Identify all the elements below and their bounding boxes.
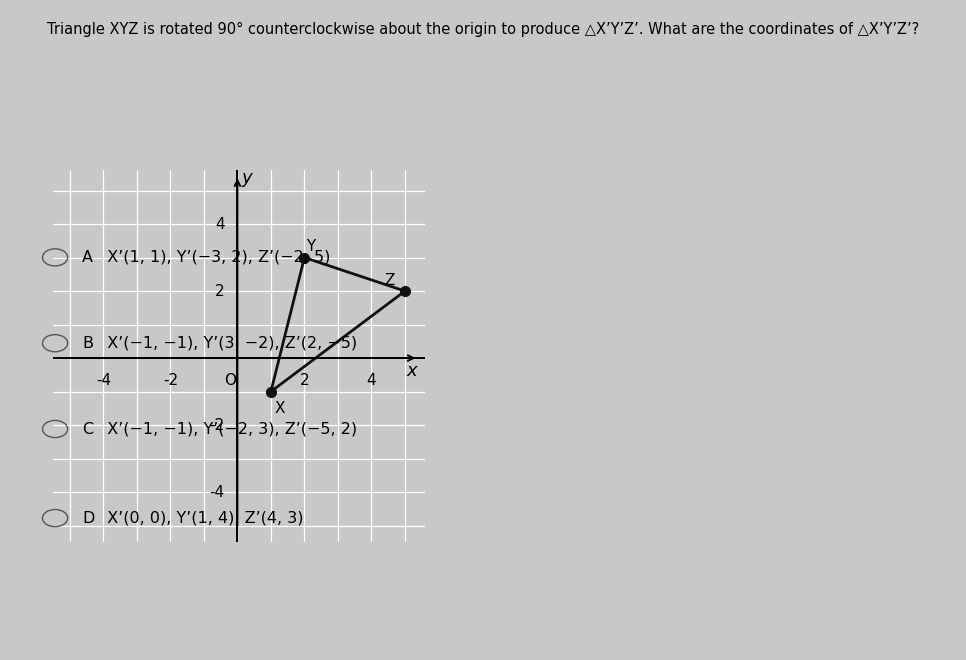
Text: Z: Z: [384, 273, 395, 288]
Text: D: D: [82, 511, 95, 525]
Text: Y: Y: [306, 239, 315, 254]
Text: x: x: [407, 362, 417, 379]
Text: 4: 4: [367, 373, 376, 388]
Text: -4: -4: [96, 373, 111, 388]
Text: y: y: [242, 169, 252, 187]
Text: 2: 2: [215, 284, 225, 298]
Text: Triangle XYZ is rotated 90° counterclockwise about the origin to produce △X’Y’Z’: Triangle XYZ is rotated 90° counterclock…: [47, 22, 919, 37]
Text: O: O: [224, 373, 236, 388]
Text: 2: 2: [299, 373, 309, 388]
Text: X’(−1, −1), Y’(−2, 3), Z’(−5, 2): X’(−1, −1), Y’(−2, 3), Z’(−5, 2): [97, 422, 356, 436]
Text: -2: -2: [163, 373, 178, 388]
Text: X’(0, 0), Y’(1, 4), Z’(4, 3): X’(0, 0), Y’(1, 4), Z’(4, 3): [97, 511, 303, 525]
Text: -4: -4: [210, 484, 225, 500]
Text: X: X: [275, 401, 285, 416]
Text: C: C: [82, 422, 94, 436]
Text: -2: -2: [210, 418, 225, 432]
Text: B: B: [82, 336, 93, 350]
Text: X’(1, 1), Y’(−3, 2), Z’(−2, 5): X’(1, 1), Y’(−3, 2), Z’(−2, 5): [97, 250, 330, 265]
Text: 4: 4: [215, 216, 225, 232]
Text: X’(−1, −1), Y’(3, −2), Z’(2, −5): X’(−1, −1), Y’(3, −2), Z’(2, −5): [97, 336, 356, 350]
Text: A: A: [82, 250, 93, 265]
